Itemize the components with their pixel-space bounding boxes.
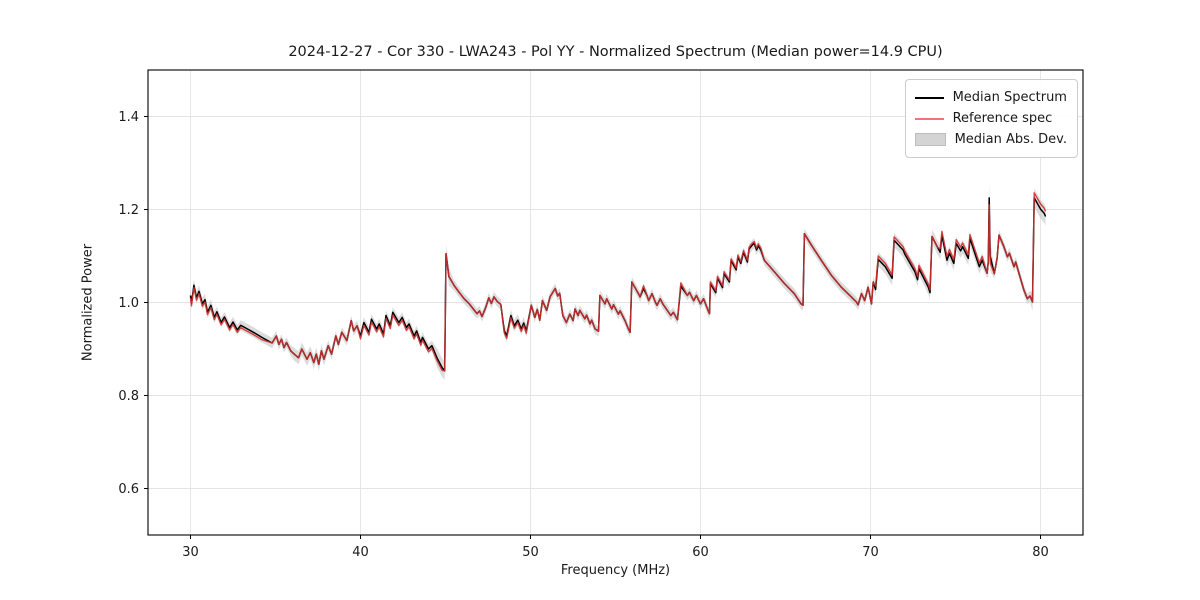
legend-label-median-abs-dev: Median Abs. Dev. bbox=[954, 132, 1067, 147]
svg-text:30: 30 bbox=[182, 545, 199, 560]
chart-title: 2024-12-27 - Cor 330 - LWA243 - Pol YY -… bbox=[288, 44, 943, 60]
legend-item-median-abs-dev: Median Abs. Dev. bbox=[914, 129, 1067, 150]
legend: Median Spectrum Reference spec Median Ab… bbox=[904, 79, 1078, 158]
legend-line-sample-black bbox=[914, 96, 944, 99]
legend-item-reference-spec: Reference spec bbox=[914, 108, 1067, 129]
legend-label-reference-spec: Reference spec bbox=[952, 111, 1053, 126]
svg-text:1.4: 1.4 bbox=[118, 110, 139, 125]
svg-text:60: 60 bbox=[692, 545, 709, 560]
svg-text:0.8: 0.8 bbox=[118, 389, 139, 404]
x-axis-label: Frequency (MHz) bbox=[560, 563, 671, 578]
svg-text:1.2: 1.2 bbox=[118, 203, 139, 218]
svg-text:50: 50 bbox=[522, 545, 539, 560]
legend-band-sample bbox=[914, 133, 946, 146]
svg-text:0.6: 0.6 bbox=[118, 482, 139, 497]
legend-label-median-spectrum: Median Spectrum bbox=[952, 90, 1067, 105]
svg-text:40: 40 bbox=[352, 545, 369, 560]
svg-text:70: 70 bbox=[862, 545, 879, 560]
svg-text:1.0: 1.0 bbox=[118, 296, 139, 311]
svg-text:80: 80 bbox=[1032, 545, 1049, 560]
legend-line-sample-red bbox=[914, 117, 944, 120]
legend-item-median-spectrum: Median Spectrum bbox=[914, 87, 1067, 108]
y-axis-label: Normalized Power bbox=[80, 243, 96, 362]
